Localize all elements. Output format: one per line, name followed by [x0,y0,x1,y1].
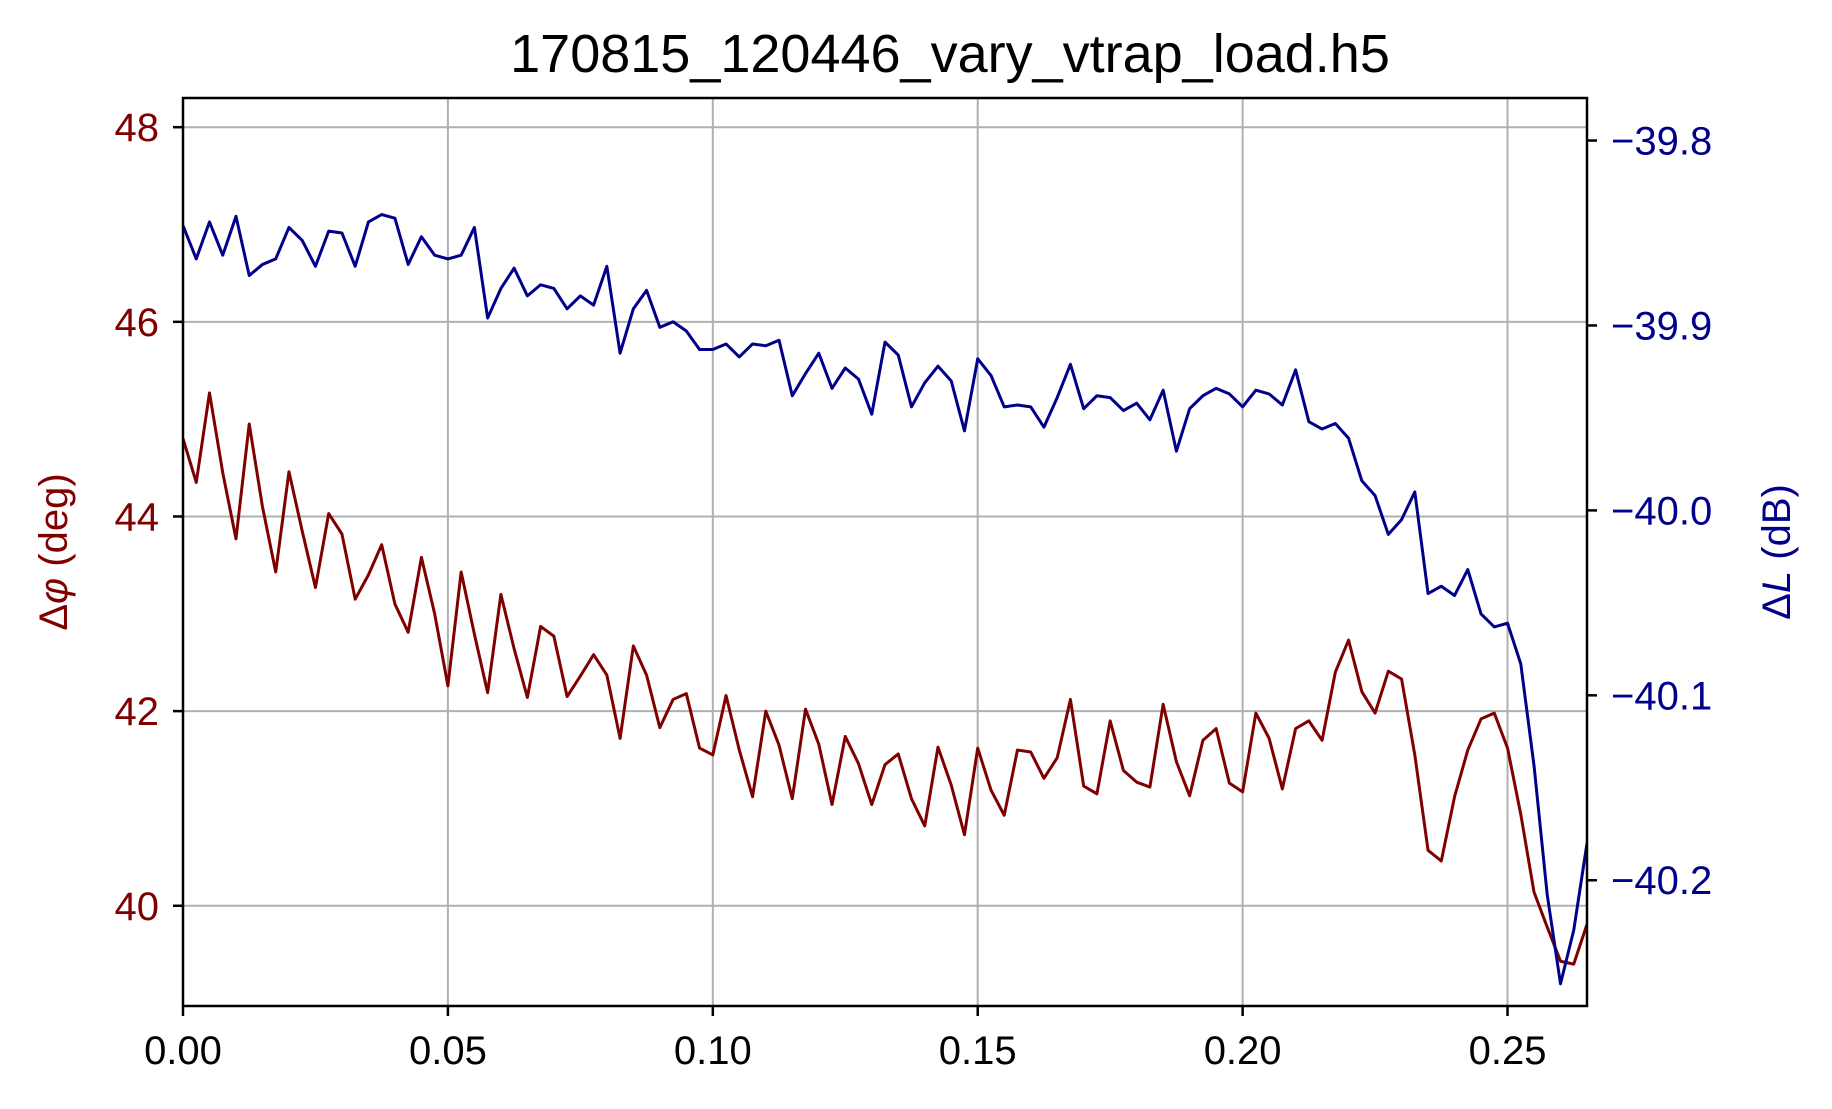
left-tick-label: 44 [115,495,160,539]
right-axis-label-symbol: L [1755,571,1799,593]
plot-frame [181,96,1589,1008]
x-tick-label: 0.05 [409,1029,487,1073]
plot-series [183,213,1587,986]
right-axis-label-prefix: Δ [1755,593,1799,620]
right-axis-ticks: −39.8 −39.9 −40.0 −40.1 −40.2 [1587,120,1712,903]
left-axis-label: Δφ (deg) [32,473,76,630]
right-tick-label: −40.1 [1611,674,1712,718]
left-tick-label: 48 [115,106,160,150]
chart-title: 170815_120446_vary_vtrap_load.h5 [510,24,1390,84]
left-tick-label: 42 [115,690,160,734]
phase-series-line [183,391,1587,966]
right-tick-label: −40.2 [1611,859,1712,903]
x-tick-label: 0.25 [1469,1029,1547,1073]
right-axis-label: ΔL (dB) [1755,484,1799,620]
left-axis-label-prefix: Δ [32,604,76,631]
left-axis-label-symbol: φ [32,578,76,604]
left-axis-ticks: 40 42 44 46 48 [115,106,183,929]
x-tick-label: 0.20 [1204,1029,1282,1073]
x-axis-ticks: 0.00 0.05 0.10 0.15 0.20 0.25 [144,1006,1546,1073]
left-tick-label: 46 [115,301,160,345]
left-axis-label-suffix: (deg) [32,473,76,578]
loss-series-line [183,213,1587,986]
right-tick-label: −39.8 [1611,120,1712,164]
x-tick-label: 0.00 [144,1029,222,1073]
right-tick-label: −39.9 [1611,304,1712,348]
left-tick-label: 40 [115,885,160,929]
right-axis-label-suffix: (dB) [1755,484,1799,571]
grid-lines [182,98,1587,1006]
x-tick-label: 0.10 [674,1029,752,1073]
x-tick-label: 0.15 [939,1029,1017,1073]
right-tick-label: −40.0 [1611,489,1712,533]
